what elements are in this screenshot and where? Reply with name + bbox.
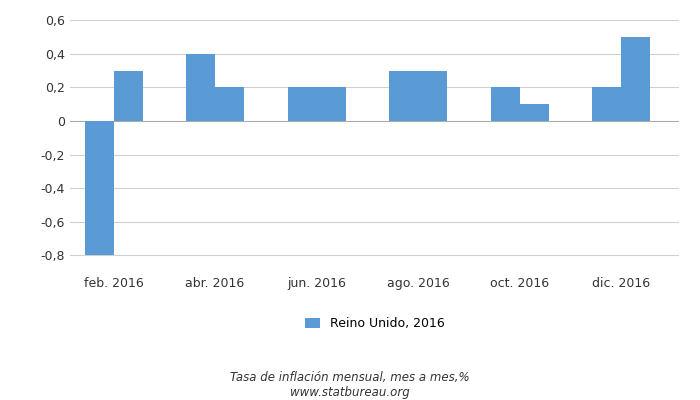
Text: Tasa de inflación mensual, mes a mes,%: Tasa de inflación mensual, mes a mes,%	[230, 372, 470, 384]
Bar	[592, 88, 621, 121]
Bar	[288, 88, 316, 121]
Bar	[85, 121, 113, 255]
Bar	[186, 54, 215, 121]
Bar	[316, 88, 346, 121]
Bar	[389, 71, 418, 121]
Bar	[491, 88, 519, 121]
Text: www.statbureau.org: www.statbureau.org	[290, 386, 410, 399]
Bar	[621, 37, 650, 121]
Bar	[215, 88, 244, 121]
Bar	[519, 104, 549, 121]
Bar	[418, 71, 447, 121]
Bar	[113, 71, 143, 121]
Legend: Reino Unido, 2016: Reino Unido, 2016	[300, 312, 449, 335]
